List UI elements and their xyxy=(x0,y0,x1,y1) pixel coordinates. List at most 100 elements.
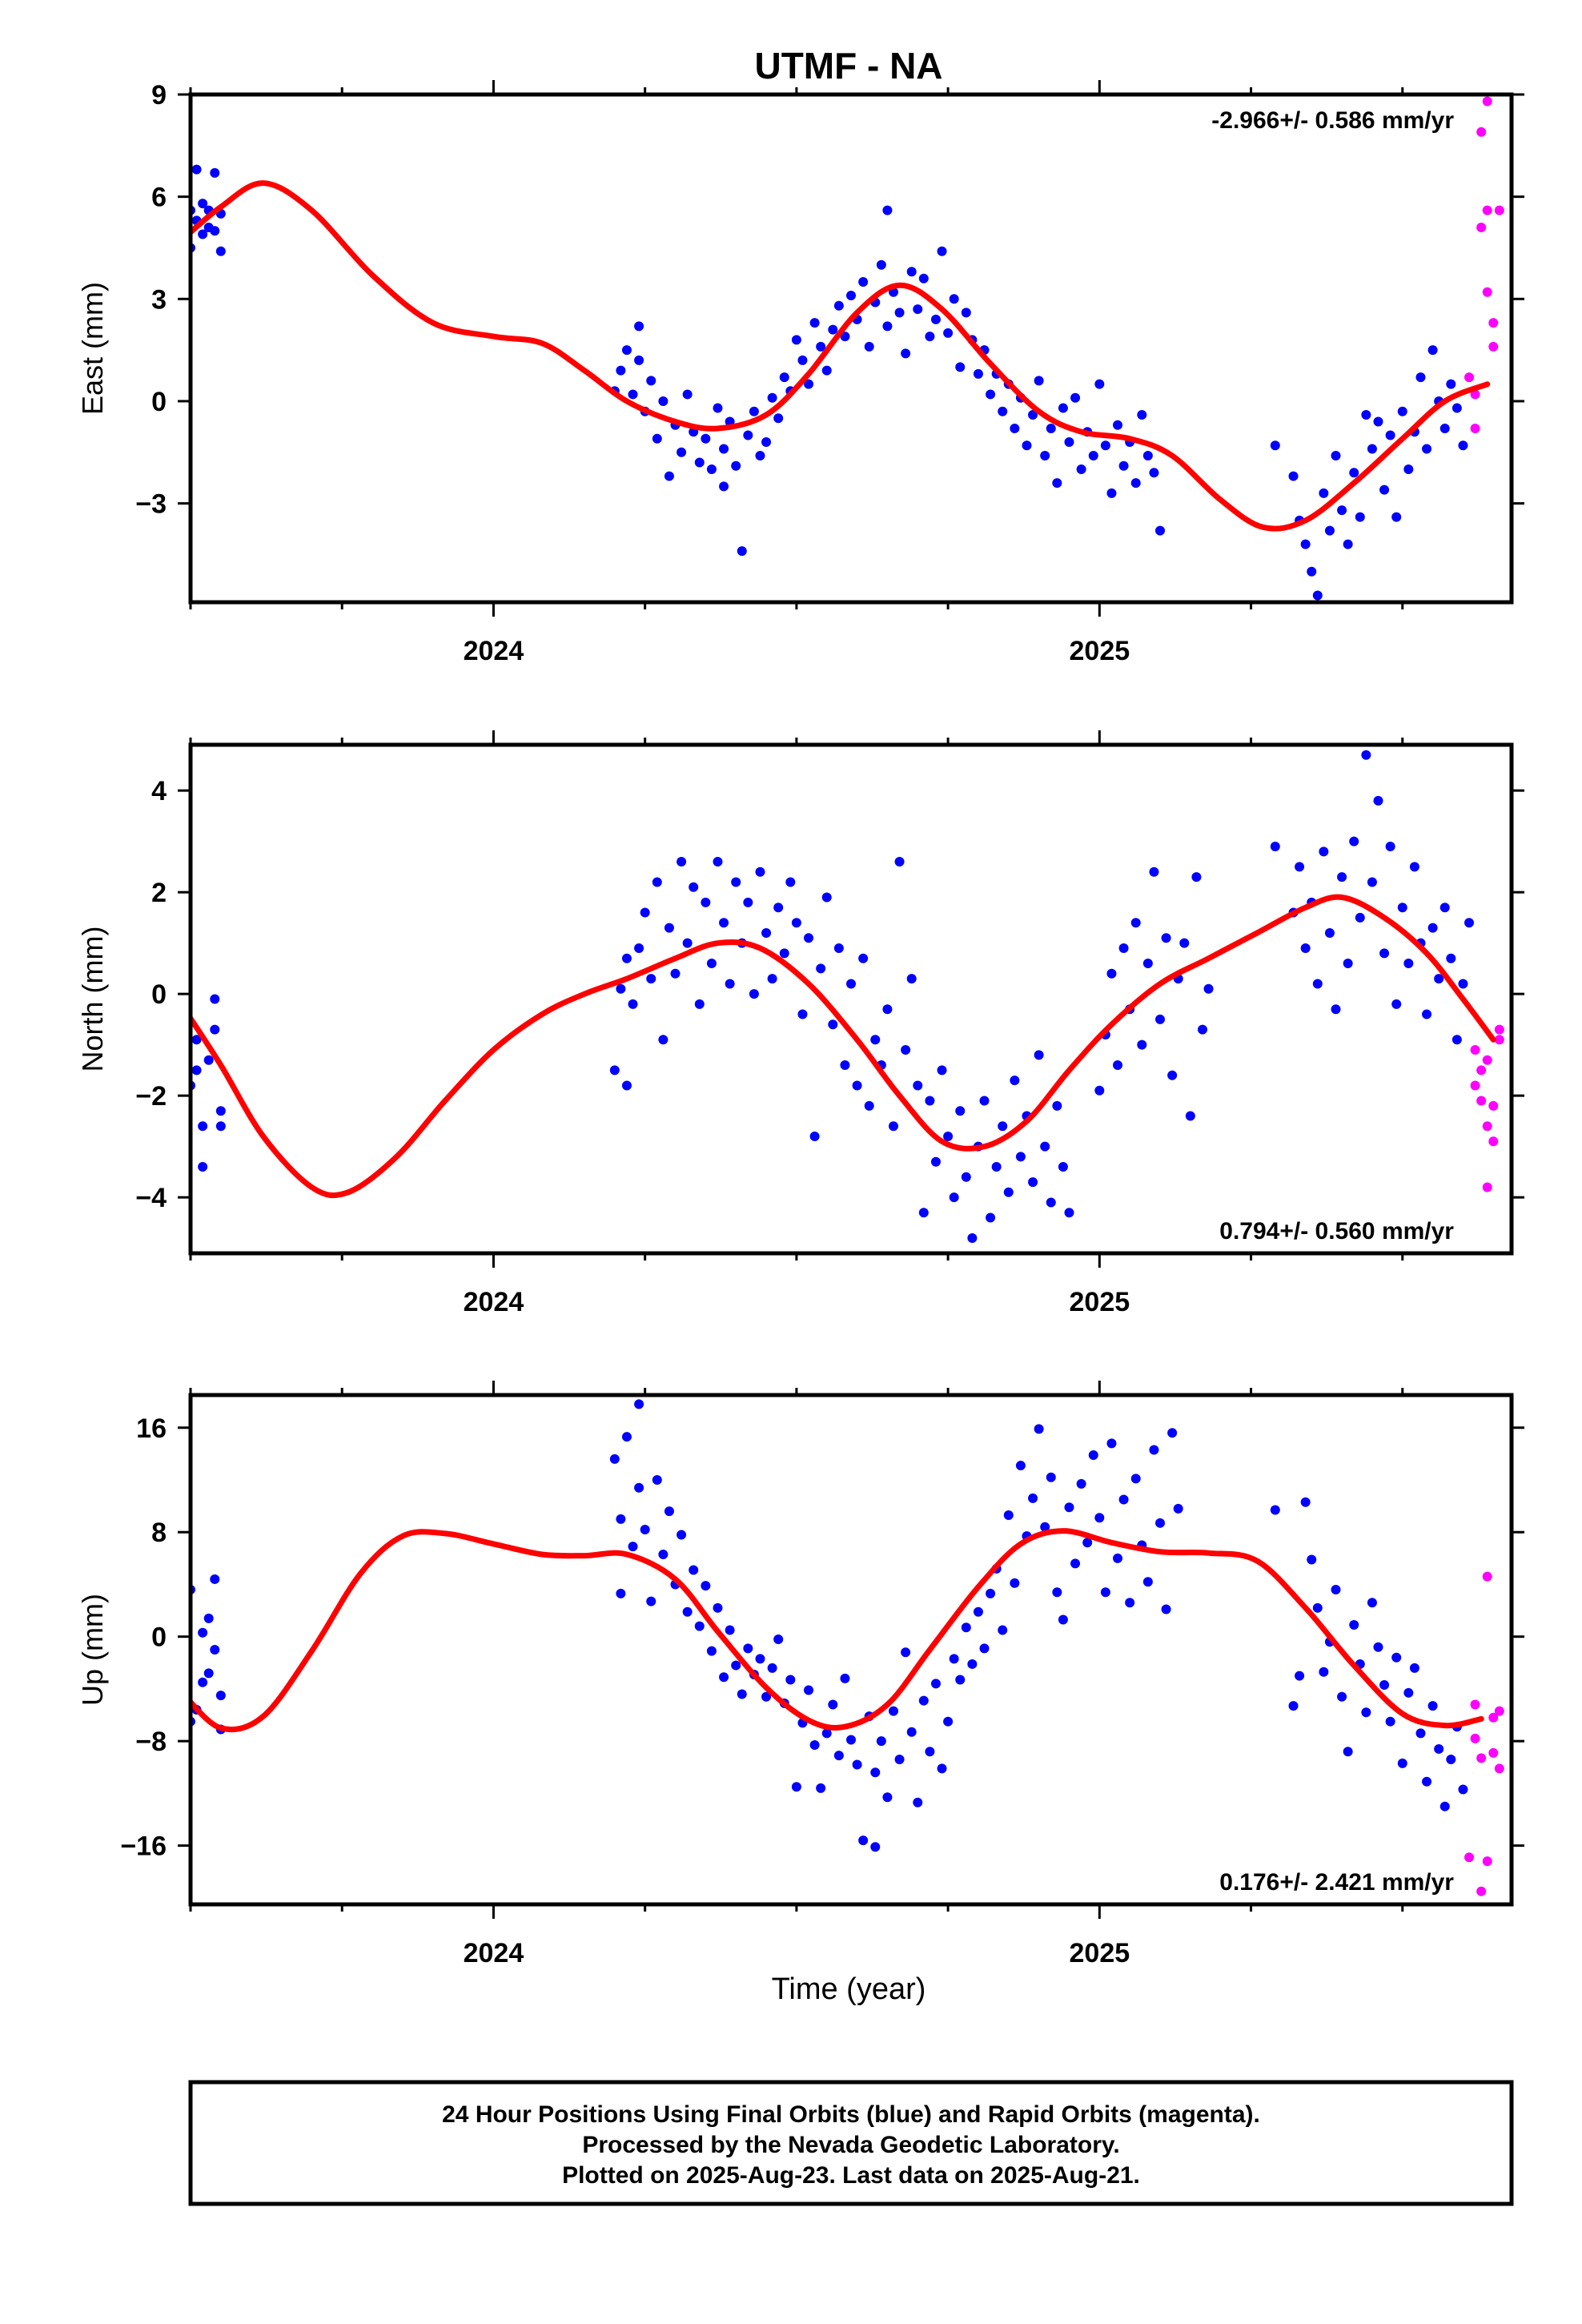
up-final-point xyxy=(701,1581,711,1591)
up-final-point xyxy=(809,1740,820,1751)
up-final-point xyxy=(1300,1497,1311,1507)
east-final-point xyxy=(882,321,893,332)
north-final-point xyxy=(1324,927,1335,938)
footer-line-1: 24 Hour Positions Using Final Orbits (bl… xyxy=(442,2101,1260,2128)
up-final-point xyxy=(1367,1598,1377,1608)
up-final-point xyxy=(634,1399,644,1409)
north-final-point xyxy=(816,963,826,974)
up-rapid-point xyxy=(1470,1699,1480,1710)
east-final-point xyxy=(198,229,208,239)
up-final-point xyxy=(816,1783,826,1793)
east-final-point xyxy=(628,389,638,400)
up-rate-label: 0.176+/- 2.421 mm/yr xyxy=(1219,1869,1454,1896)
east-final-point xyxy=(719,444,729,454)
up-final-point xyxy=(658,1549,669,1559)
east-rapid-point xyxy=(1464,372,1475,383)
north-final-point xyxy=(761,927,772,938)
east-final-point xyxy=(876,259,886,270)
north-rapid-point xyxy=(1488,1136,1499,1147)
north-final-point xyxy=(967,1232,978,1243)
up-final-point xyxy=(682,1606,693,1617)
north-final-point xyxy=(828,1019,838,1030)
north-final-point xyxy=(215,1121,226,1132)
east-ytick-label: −3 xyxy=(135,489,167,520)
up-final-point xyxy=(1040,1522,1050,1532)
up-rapid-point xyxy=(1488,1712,1499,1723)
up-rapid-point xyxy=(1482,1571,1492,1582)
up-final-point xyxy=(943,1716,954,1727)
north-final-point xyxy=(858,953,869,963)
up-final-point xyxy=(621,1432,632,1442)
east-final-point xyxy=(930,314,941,324)
up-final-point xyxy=(179,1664,189,1674)
east-rapid-point xyxy=(1488,318,1499,328)
east-final-point xyxy=(179,229,189,239)
north-final-point xyxy=(1155,1014,1166,1024)
north-final-point xyxy=(1319,846,1329,857)
north-final-point xyxy=(949,1192,959,1203)
east-rapid-point xyxy=(1482,287,1492,297)
north-final-point xyxy=(1028,1177,1038,1188)
east-rapid-point xyxy=(1476,222,1487,232)
east-final-point xyxy=(1034,376,1044,386)
up-final-point xyxy=(755,1654,765,1664)
up-final-point xyxy=(664,1506,674,1517)
up-final-point xyxy=(1155,1518,1166,1528)
north-final-point xyxy=(779,948,789,959)
east-final-point xyxy=(1343,539,1353,549)
north-final-point xyxy=(749,989,759,999)
north-final-point xyxy=(1343,959,1353,969)
north-rapid-point xyxy=(1470,1045,1480,1055)
north-final-point xyxy=(713,857,723,867)
up-model-curve xyxy=(191,1528,1484,1733)
north-final-point xyxy=(986,1212,996,1223)
east-final-point xyxy=(961,308,971,318)
north-final-point xyxy=(1427,923,1438,933)
north-final-point xyxy=(1137,1039,1147,1050)
north-final-point xyxy=(1185,1111,1195,1121)
east-final-point xyxy=(804,379,814,389)
up-final-point xyxy=(1173,1503,1183,1514)
north-rapid-point xyxy=(1470,1080,1480,1091)
north-final-point xyxy=(670,968,681,979)
east-final-point xyxy=(743,430,753,440)
east-final-point xyxy=(1319,488,1329,498)
north-final-point xyxy=(1118,943,1129,953)
north-final-point xyxy=(1149,866,1159,877)
east-final-point xyxy=(1367,444,1377,454)
footer-box xyxy=(188,2080,1514,2206)
up-final-point xyxy=(888,1706,898,1716)
up-final-point xyxy=(609,1454,620,1464)
north-final-point xyxy=(1046,1197,1056,1208)
north-final-point xyxy=(1052,1100,1062,1111)
east-final-point xyxy=(1452,403,1462,413)
north-final-point xyxy=(1040,1141,1050,1152)
north-rapid-point xyxy=(1488,1100,1499,1111)
up-final-point xyxy=(1391,1652,1402,1663)
up-final-point xyxy=(894,1754,905,1764)
east-final-point xyxy=(694,457,705,468)
up-rapid-point xyxy=(1464,1852,1475,1863)
up-final-point xyxy=(725,1625,735,1635)
east-y-axis-label: East (mm) xyxy=(76,282,109,415)
up-final-point xyxy=(906,1727,917,1737)
east-rapid-point xyxy=(1488,341,1499,352)
up-final-point xyxy=(1167,1428,1178,1438)
east-final-point xyxy=(1415,372,1426,383)
east-panel: −3 0 3 6 9 2024 2025 East (mm) -2.966+/- 0.586 m… xyxy=(76,80,1524,666)
east-final-point xyxy=(901,348,911,359)
east-final-point xyxy=(210,167,220,178)
north-rapid-point xyxy=(1476,1096,1487,1106)
east-final-point xyxy=(846,291,856,301)
north-final-point xyxy=(755,866,765,877)
east-final-point xyxy=(634,355,644,365)
north-xtick-label: 2024 xyxy=(464,1287,524,1317)
east-final-point xyxy=(682,389,693,400)
north-final-point xyxy=(1167,1070,1178,1080)
east-rapid-point xyxy=(1476,127,1487,137)
north-final-point xyxy=(1094,1085,1105,1096)
north-final-point xyxy=(767,974,777,984)
north-final-point xyxy=(203,1055,214,1065)
north-final-point xyxy=(198,1162,208,1172)
east-final-point xyxy=(1028,409,1038,420)
